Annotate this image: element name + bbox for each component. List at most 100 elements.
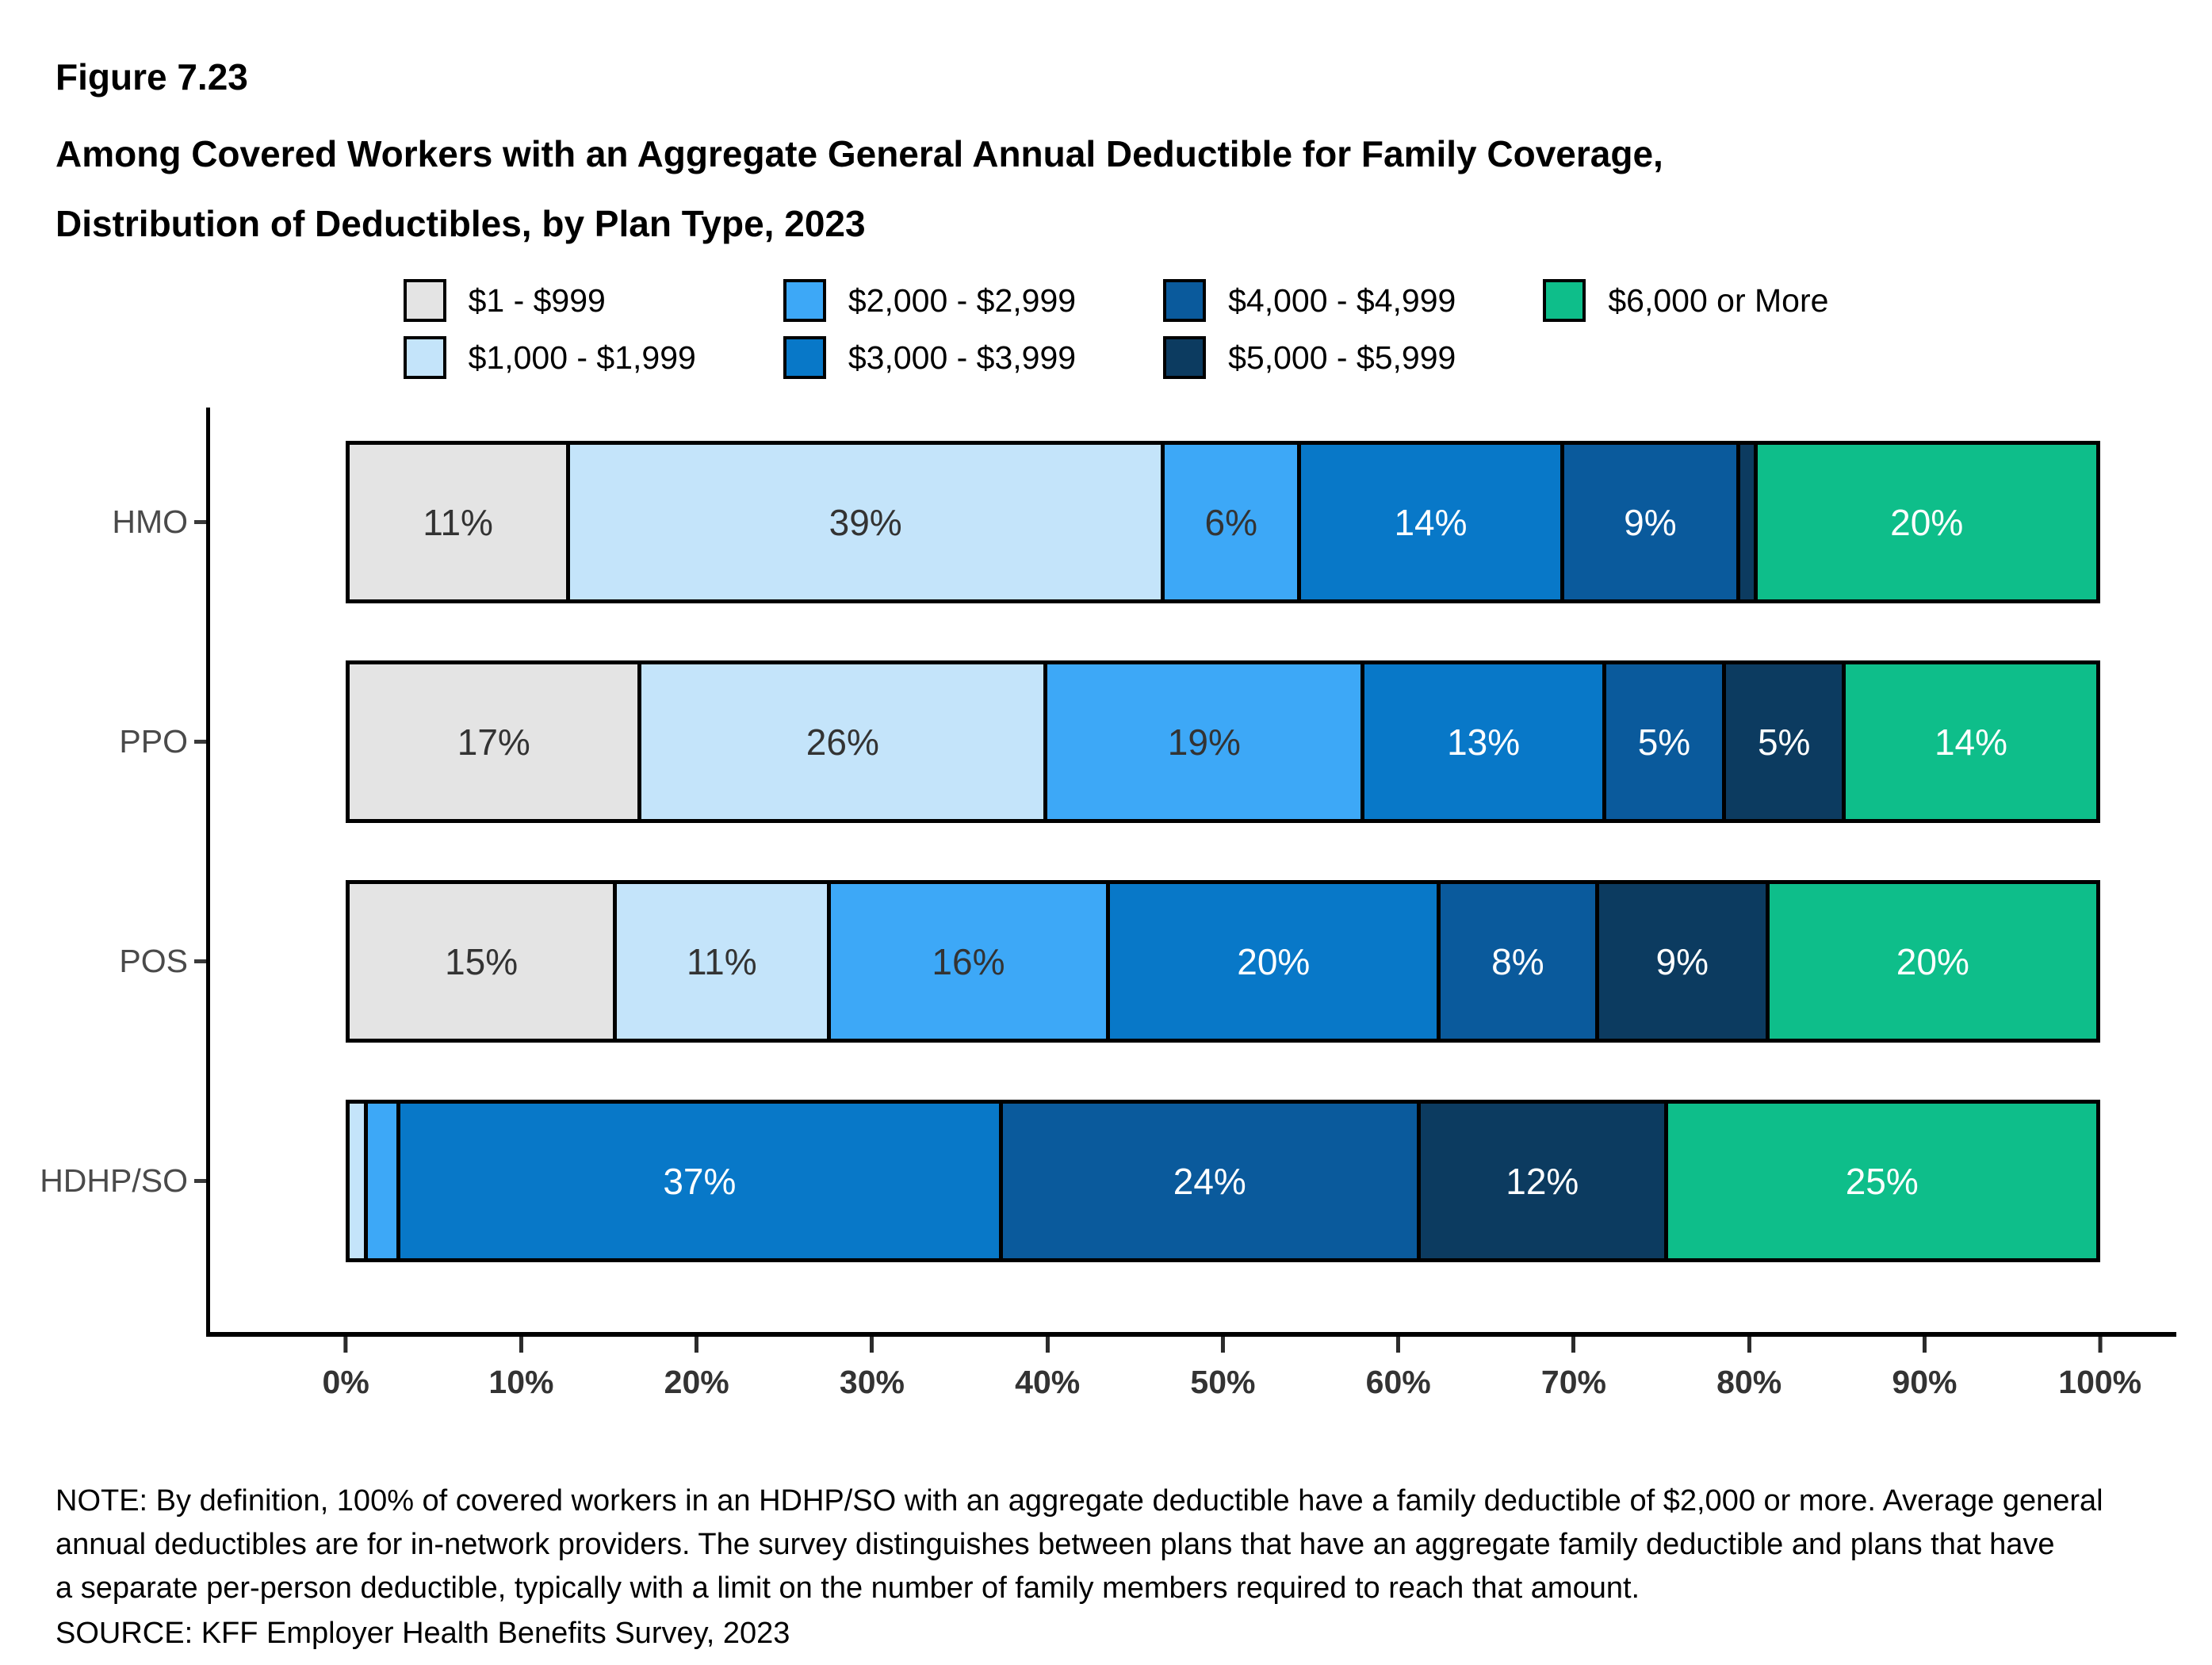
x-axis-tick-mark (870, 1337, 874, 1353)
bar-segment: 12% (1420, 1104, 1668, 1258)
segment-value-label: 12% (1506, 1160, 1579, 1202)
segment-value-label: 19% (1167, 721, 1241, 763)
segment-value-label: 8% (1491, 940, 1544, 982)
note-text: NOTE: By definition, 100% of covered wor… (55, 1479, 2176, 1610)
x-axis-tick-label: 90% (1892, 1364, 1958, 1400)
segment-value-label: 9% (1655, 940, 1709, 982)
x-axis-tick-mark (1220, 1337, 1225, 1353)
x-axis-tick-mark (2098, 1337, 2103, 1353)
bar-segment: 8% (1441, 884, 1599, 1039)
category-label: HMO (55, 441, 206, 603)
legend-item: $1 - $999 (403, 273, 696, 328)
legend-swatch (403, 279, 446, 322)
legend-swatch (403, 336, 446, 379)
legend: $1 - $999 $1,000 - $1,999 $2,000 - $2,999 $… (403, 273, 1828, 385)
x-axis-tick: 50% (1190, 1337, 1255, 1401)
segment-value-label: 25% (1845, 1160, 1919, 1202)
segment-value-label: 37% (663, 1160, 737, 1202)
x-axis-tick-mark (519, 1337, 523, 1353)
segment-value-label: 9% (1624, 501, 1677, 543)
segment-value-label: 20% (1890, 501, 1964, 543)
legend-label: $4,000 - $4,999 (1228, 281, 1456, 319)
bar-segment: 6% (1165, 445, 1302, 599)
x-axis-tick: 20% (664, 1337, 729, 1401)
segment-value-label: 20% (1896, 940, 1969, 982)
segment-value-label: 39% (829, 501, 902, 543)
x-axis-tick: 90% (1892, 1337, 1957, 1401)
plot-panel: 11% 39% 6% 14% 9% 20% 17% 26% 19% 13% 5% 5% 14% 15% 11… (206, 408, 2176, 1337)
legend-item: $1,000 - $1,999 (403, 330, 696, 385)
bar-segment: 39% (570, 445, 1165, 599)
segment-value-label: 14% (1394, 501, 1468, 543)
segment-value-label: 13% (1447, 721, 1521, 763)
figure-title-line-1: Among Covered Workers with an Aggregate … (55, 133, 1663, 174)
bar-segment: 17% (350, 664, 642, 819)
segment-value-label: 11% (423, 501, 493, 543)
stacked-bar-chart: HMO PPO POS HDHP/SO 11% 39% 6% 14% 9% 20% 17% 26% 1… (40, 408, 2176, 1337)
legend-item: $4,000 - $4,999 (1163, 273, 1456, 328)
x-axis-tick-mark (343, 1337, 348, 1353)
note-line: NOTE: By definition, 100% of covered wor… (55, 1484, 2103, 1518)
legend-item: $2,000 - $2,999 (783, 273, 1076, 328)
segment-value-label: 6% (1204, 501, 1257, 543)
bar-segment: 11% (617, 884, 831, 1039)
x-axis-tick-mark (1045, 1337, 1050, 1353)
bar-segment: 14% (1301, 445, 1564, 599)
y-axis-tick (194, 959, 206, 963)
bar-segment: 20% (1769, 884, 2096, 1039)
segment-value-label: 5% (1637, 721, 1691, 763)
x-axis-tick-mark (1396, 1337, 1401, 1353)
x-axis-tick-label: 20% (664, 1364, 729, 1400)
x-axis-tick: 30% (840, 1337, 905, 1401)
legend-label: $5,000 - $5,999 (1228, 339, 1456, 376)
bar-segment (368, 1104, 400, 1258)
segment-value-label: 20% (1237, 940, 1311, 982)
legend-item: $6,000 or More (1543, 273, 1828, 328)
x-axis-tick-label: 30% (839, 1364, 905, 1400)
segment-value-label: 14% (1934, 721, 2008, 763)
segment-value-label: 26% (806, 721, 879, 763)
legend-item: $5,000 - $5,999 (1163, 330, 1456, 385)
bar-segment: 25% (1667, 1104, 2096, 1258)
segment-value-label: 17% (457, 721, 530, 763)
x-axis-tick-label: 80% (1716, 1364, 1782, 1400)
x-axis-tick: 100% (2058, 1337, 2141, 1401)
segment-value-label: 15% (445, 940, 519, 982)
source-text: SOURCE: KFF Employer Health Benefits Sur… (55, 1617, 790, 1650)
bar-segment (350, 1104, 369, 1258)
y-axis-tick (194, 520, 206, 524)
x-axis-tick-mark (695, 1337, 699, 1353)
segment-value-label: 11% (686, 940, 757, 982)
bar-segment: 19% (1047, 664, 1365, 819)
bar-row: 11% 39% 6% 14% 9% 20% (346, 441, 2100, 603)
legend-swatch (783, 336, 826, 379)
y-axis-labels: HMO PPO POS HDHP/SO (40, 408, 206, 1337)
x-axis-tick: 0% (323, 1337, 369, 1401)
category-label: POS (55, 880, 206, 1043)
category-label-text: POS (119, 943, 188, 979)
legend-swatch (783, 279, 826, 322)
bar-segment: 15% (350, 884, 618, 1039)
legend-swatch (1163, 279, 1207, 322)
category-label: HDHP/SO (40, 1100, 206, 1262)
x-axis-tick-label: 60% (1365, 1364, 1431, 1400)
legend-swatch (1163, 336, 1207, 379)
x-axis-tick: 40% (1015, 1337, 1080, 1401)
category-label: PPO (55, 660, 206, 823)
bar-segment: 5% (1726, 664, 1847, 819)
x-axis-tick: 70% (1541, 1337, 1606, 1401)
bar-segment: 20% (1757, 445, 2096, 599)
legend-item: $3,000 - $3,999 (783, 330, 1076, 385)
x-axis-tick: 60% (1366, 1337, 1431, 1401)
bar-segment: 26% (641, 664, 1048, 819)
x-axis-ticks: 0% 10% 20% 30% 40% 50% 60% 70% 80% 90% 100% (323, 1337, 2141, 1416)
note-line: annual deductibles are for in-network pr… (55, 1528, 2055, 1561)
bar-segment: 14% (1846, 664, 2096, 819)
x-axis-tick-label: 10% (488, 1364, 554, 1400)
bar-segment: 11% (350, 445, 571, 599)
legend-label: $1,000 - $1,999 (468, 339, 696, 376)
note-line: a separate per-person deductible, typica… (55, 1571, 1640, 1605)
bar-row: 37% 24% 12% 25% (346, 1100, 2100, 1262)
legend-label: $1 - $999 (468, 281, 606, 319)
